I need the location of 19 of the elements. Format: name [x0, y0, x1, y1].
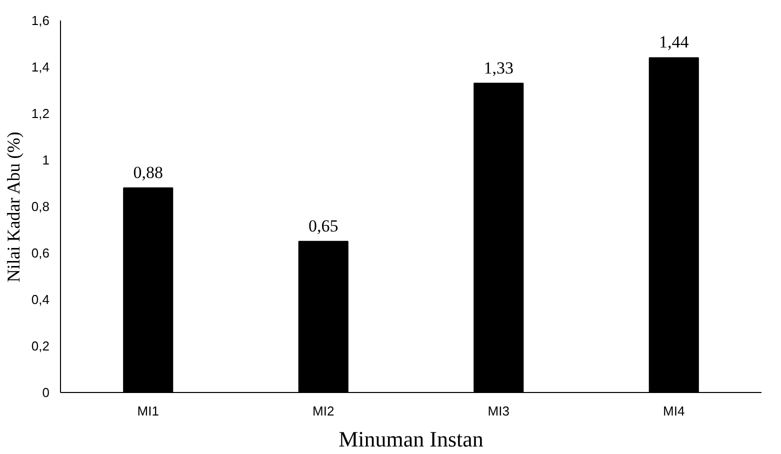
data-label: 0,65 [308, 216, 338, 236]
y-tick-label: 1,6 [31, 13, 50, 28]
x-tick-label: MI4 [663, 404, 685, 418]
x-tick-label: MI1 [137, 404, 159, 418]
y-axis-title: Nilai Kadar Abu (%) [3, 132, 24, 282]
y-tick-label: 1 [42, 152, 50, 168]
data-label: 1,33 [484, 58, 514, 78]
y-tick-label: 1,2 [31, 106, 50, 121]
x-tick-label: MI2 [312, 404, 334, 418]
data-label: 1,44 [659, 32, 690, 52]
y-tick-label: 0,4 [31, 292, 50, 307]
data-label: 0,88 [133, 162, 163, 182]
y-tick-label: 0,8 [31, 199, 50, 214]
y-tick-label: 0 [42, 385, 50, 400]
x-axis-title: Minuman Instan [338, 426, 484, 452]
y-tick-label: 0,2 [31, 338, 50, 354]
y-tick-label: 0,6 [31, 246, 50, 260]
x-tick-label: MI3 [488, 404, 510, 418]
y-tick-label: 1,4 [31, 60, 50, 74]
